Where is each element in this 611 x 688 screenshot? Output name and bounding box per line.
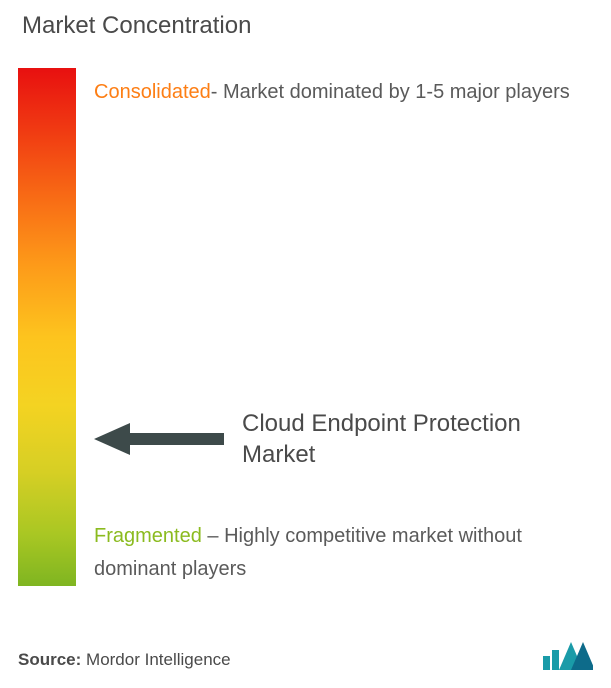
source-line: Source: Mordor Intelligence xyxy=(18,650,231,670)
fragmented-highlight: Fragmented xyxy=(94,525,202,547)
arrow-left-icon xyxy=(94,421,224,457)
consolidated-highlight: Consolidated xyxy=(94,81,211,103)
consolidated-label: Consolidated- Market dominated by 1-5 ma… xyxy=(94,76,593,109)
mordor-logo-icon xyxy=(543,642,593,670)
footer: Source: Mordor Intelligence xyxy=(18,642,593,670)
fragmented-label: Fragmented – Highly competitive market w… xyxy=(94,520,593,586)
source-value: Mordor Intelligence xyxy=(86,650,231,669)
market-pointer: Cloud Endpoint Protection Market xyxy=(94,408,593,470)
content-row: Consolidated- Market dominated by 1-5 ma… xyxy=(18,68,593,586)
labels-area: Consolidated- Market dominated by 1-5 ma… xyxy=(94,68,593,586)
source-word: Source: xyxy=(18,650,81,669)
consolidated-text: - Market dominated by 1-5 major players xyxy=(211,81,570,103)
chart-title: Market Concentration xyxy=(22,12,593,40)
market-name-label: Cloud Endpoint Protection Market xyxy=(242,408,593,470)
concentration-gradient-bar xyxy=(18,68,76,586)
